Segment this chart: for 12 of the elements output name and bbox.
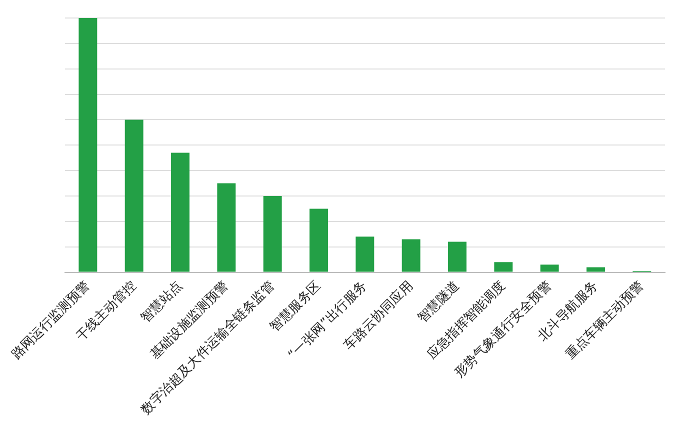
bar <box>310 208 328 272</box>
bar <box>586 267 605 272</box>
bar <box>540 264 559 272</box>
bar <box>356 236 374 272</box>
bar <box>448 242 466 272</box>
bar <box>124 120 144 272</box>
bar <box>494 262 513 272</box>
bar <box>78 18 98 272</box>
bar <box>263 196 282 272</box>
bar <box>171 152 190 272</box>
bar <box>217 183 236 272</box>
bar <box>402 239 420 272</box>
